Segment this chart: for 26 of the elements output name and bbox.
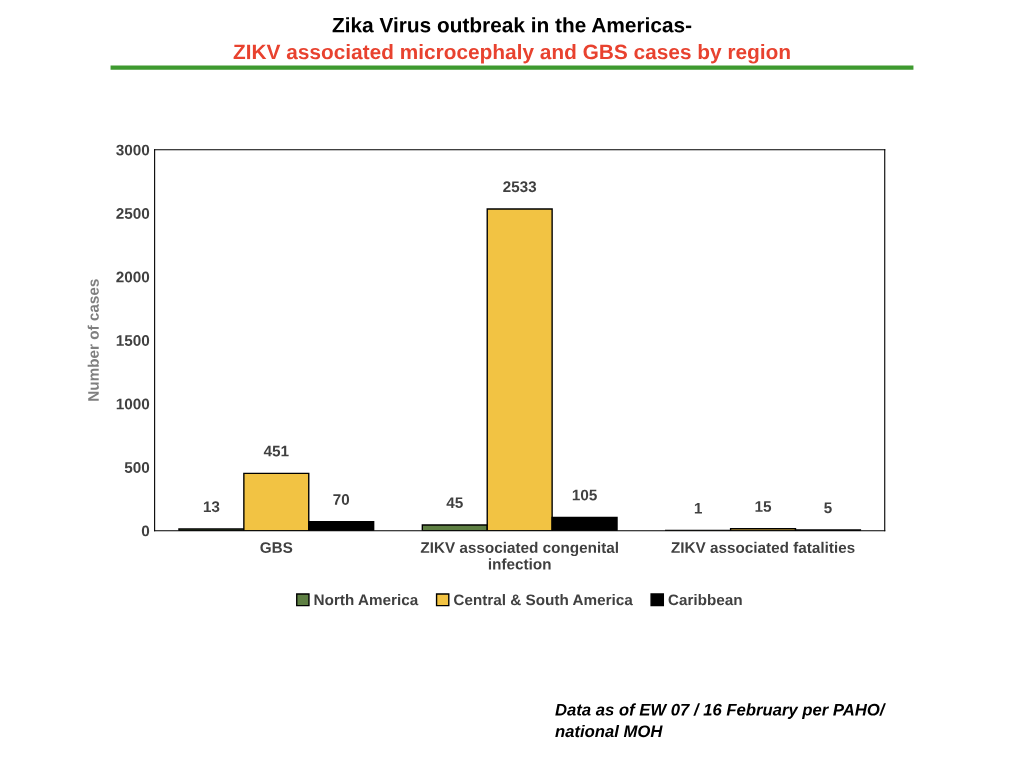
data-label: 70 [333, 494, 350, 505]
data-label: 451 [263, 445, 289, 457]
text: Data as of EW 07 / 16 February per PAHO/ national MOH [555, 703, 886, 738]
x-tick-label: ZIKV associated fatalities [671, 541, 855, 554]
legend-label: North America [314, 594, 419, 606]
x-tick-label: GBS [260, 542, 293, 554]
legend-label: Central & South America [454, 594, 633, 606]
data-label: 15 [755, 501, 772, 512]
y-tick-label: 500 [124, 462, 150, 473]
data-label: 13 [203, 501, 220, 513]
legend-label: Caribbean [668, 594, 742, 606]
chart-subtitle: ZIKV associated microcephaly and GBS cases by region [233, 44, 790, 64]
data-label: 105 [572, 489, 597, 501]
data-label: 5 [824, 502, 832, 514]
y-tick-label: 2500 [116, 208, 150, 219]
x-tick-label: ZIKV associated congenital infection [420, 541, 618, 570]
y-tick-label: 1500 [116, 335, 150, 346]
y-tick-label: 0 [141, 525, 150, 537]
data-label: 1 [694, 502, 702, 514]
y-tick-label: 3000 [116, 144, 150, 156]
y-tick-label: 1000 [116, 398, 150, 410]
data-label: 45 [446, 497, 463, 509]
y-axis-title: Number of cases [87, 279, 99, 401]
chart-title: Zika Virus outbreak in the Americas- [332, 17, 692, 33]
y-tick-label: 2000 [116, 271, 150, 283]
data-label: 2533 [503, 181, 537, 193]
